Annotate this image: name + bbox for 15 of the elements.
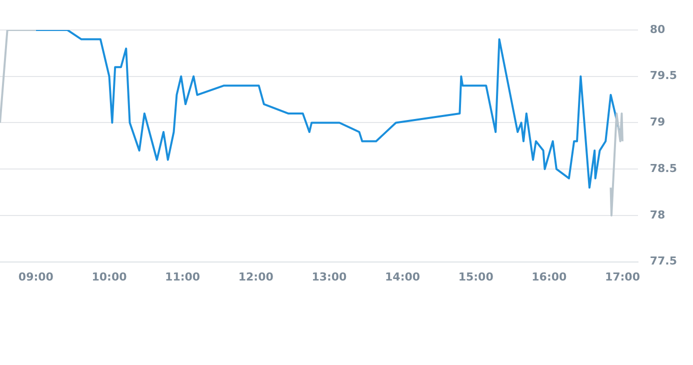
y-tick-label: 78 [650,208,666,222]
x-tick-label: 14:00 [385,270,420,284]
y-tick-label: 77.5 [650,254,677,268]
x-tick-label: 17:00 [604,270,640,284]
y-tick-label: 80 [650,22,666,36]
x-tick-label: 09:00 [18,270,54,284]
y-tick-label: 79.5 [650,69,677,82]
x-tick-label: 12:00 [238,270,274,284]
x-tick-label: 11:00 [165,270,200,284]
y-tick-label: 79 [650,116,666,129]
x-tick-label: 10:00 [92,270,128,284]
x-tick-label: 13:00 [312,270,348,284]
x-tick-label: 15:00 [458,270,494,284]
x-tick-label: 16:00 [532,270,567,284]
y-tick-label: 78.5 [650,162,677,175]
